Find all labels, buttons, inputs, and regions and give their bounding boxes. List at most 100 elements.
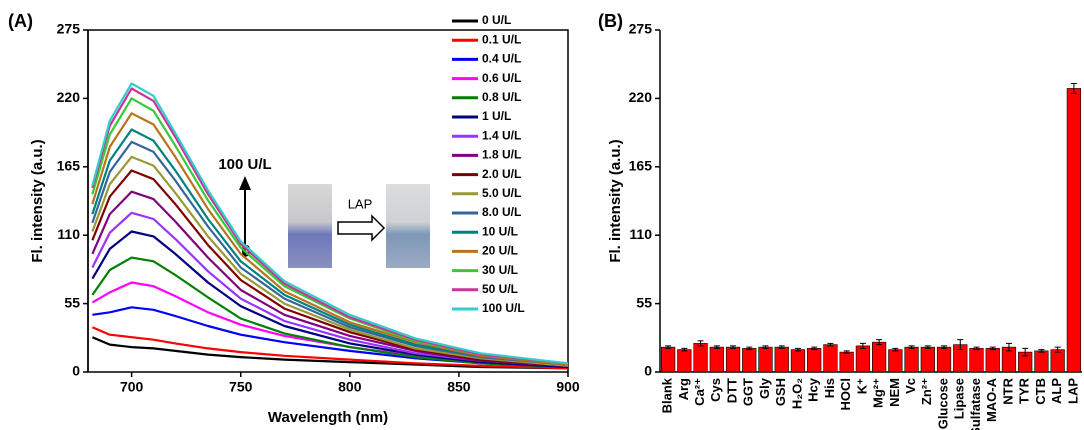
spectrum-line	[91, 87, 569, 365]
x-tick-label: Glucose	[935, 378, 950, 429]
error-bar	[957, 339, 964, 351]
y-tick-label: 165	[57, 158, 81, 174]
y-tick-label: 110	[57, 226, 80, 242]
spectrum-line	[91, 155, 569, 367]
bar	[985, 348, 1000, 373]
y-tick-label: 275	[57, 21, 81, 37]
bar	[920, 346, 935, 373]
legend-label: 1 U/L	[482, 109, 511, 123]
x-tick-label: NTR	[1000, 377, 1015, 404]
y-tick-label: 0	[72, 363, 80, 379]
bar	[839, 351, 854, 373]
x-tick-label: H₂O₂	[789, 378, 804, 409]
x-axis-title: Wavelength (nm)	[268, 409, 388, 426]
x-tick-label: Cys	[708, 378, 723, 402]
legend-label: 0.4 U/L	[482, 52, 521, 66]
x-tick-label: 750	[229, 379, 253, 395]
legend-label: 10 U/L	[482, 224, 518, 238]
error-bar	[697, 340, 704, 347]
bar	[855, 345, 871, 373]
error-bar	[730, 345, 737, 349]
error-bar	[794, 347, 801, 352]
error-bar	[1054, 346, 1061, 353]
bar	[790, 349, 806, 373]
x-tick-label: Ca²⁺	[692, 378, 707, 406]
legend-label: 1.8 U/L	[482, 148, 521, 162]
spectrum-line	[91, 140, 569, 366]
y-tick-label: 275	[629, 21, 653, 37]
error-bar	[778, 345, 785, 349]
x-tick-label: DTT	[724, 378, 739, 403]
x-tick-label: TYR	[1017, 377, 1032, 404]
bar	[1066, 88, 1082, 373]
error-bar	[713, 345, 720, 349]
x-tick-label: Hcy	[806, 377, 821, 402]
spectrum-line	[91, 326, 569, 370]
error-bar	[1070, 82, 1077, 94]
legend-label: 2.0 U/L	[482, 167, 521, 181]
error-bar	[1022, 347, 1029, 357]
bar	[904, 346, 919, 373]
error-bar	[973, 346, 980, 351]
spectrum-line	[91, 190, 569, 367]
x-tick-label: K⁺	[854, 378, 869, 394]
legend-label: 0.1 U/L	[482, 32, 521, 46]
y-tick-label: 110	[629, 226, 652, 242]
error-bar	[665, 345, 672, 349]
error-bar	[811, 346, 818, 351]
error-bar	[892, 347, 899, 352]
vial-image	[288, 184, 332, 268]
error-bar	[876, 339, 883, 346]
bar	[807, 348, 822, 373]
y-axis-title: Fl. intensity (a.u.)	[29, 139, 46, 262]
spectrum-line	[91, 112, 569, 366]
y-tick-label: 55	[636, 294, 652, 310]
legend-label: 5.0 U/L	[482, 186, 521, 200]
x-tick-label: ALP	[1049, 378, 1064, 404]
x-tick-label: LAP	[1065, 378, 1080, 404]
bar	[709, 346, 724, 373]
x-tick-label: NEM	[887, 378, 902, 407]
x-tick-label: Mg²⁺	[871, 378, 886, 408]
bar	[774, 346, 789, 373]
x-tick-label: CTB	[1033, 378, 1048, 405]
vial-image	[386, 184, 430, 268]
legend-label: 0.8 U/L	[482, 90, 521, 104]
spectrum-line	[91, 169, 569, 367]
error-bar	[941, 345, 948, 349]
legend-label: 1.4 U/L	[482, 128, 521, 142]
panel-label: (A)	[8, 11, 33, 31]
y-tick-label: 0	[644, 363, 652, 379]
y-tick-label: 220	[629, 89, 653, 105]
legend-label: 20 U/L	[482, 244, 518, 258]
x-tick-label: Blank	[660, 377, 675, 413]
error-bar	[762, 345, 769, 349]
error-bar	[859, 342, 866, 349]
bar	[758, 346, 773, 373]
x-tick-label: GSH	[773, 378, 788, 406]
reaction-arrow	[337, 214, 386, 242]
x-tick-label: Lipase	[952, 378, 967, 419]
x-tick-label: His	[822, 378, 837, 398]
bar	[660, 346, 676, 373]
legend-label: 0 U/L	[482, 13, 511, 27]
spectrum-line	[91, 211, 569, 367]
legend-label: 100 U/L	[482, 301, 525, 315]
bar	[936, 346, 952, 373]
x-tick-label: Vc	[903, 378, 918, 394]
panel-label: (B)	[598, 11, 623, 31]
x-tick-label: GGT	[741, 378, 756, 406]
x-tick-label: Arg	[676, 378, 691, 400]
x-tick-label: HOCl	[838, 378, 853, 411]
error-bar	[908, 345, 915, 349]
annotation: 100 U/L	[218, 156, 271, 173]
trend-arrow-head	[239, 176, 251, 190]
bar	[1034, 350, 1049, 373]
spectrum-line	[91, 82, 569, 365]
spectrum-line	[91, 336, 569, 370]
bar	[677, 349, 692, 373]
bar	[693, 343, 708, 373]
bar	[969, 348, 984, 373]
x-tick-label: 850	[447, 379, 471, 395]
